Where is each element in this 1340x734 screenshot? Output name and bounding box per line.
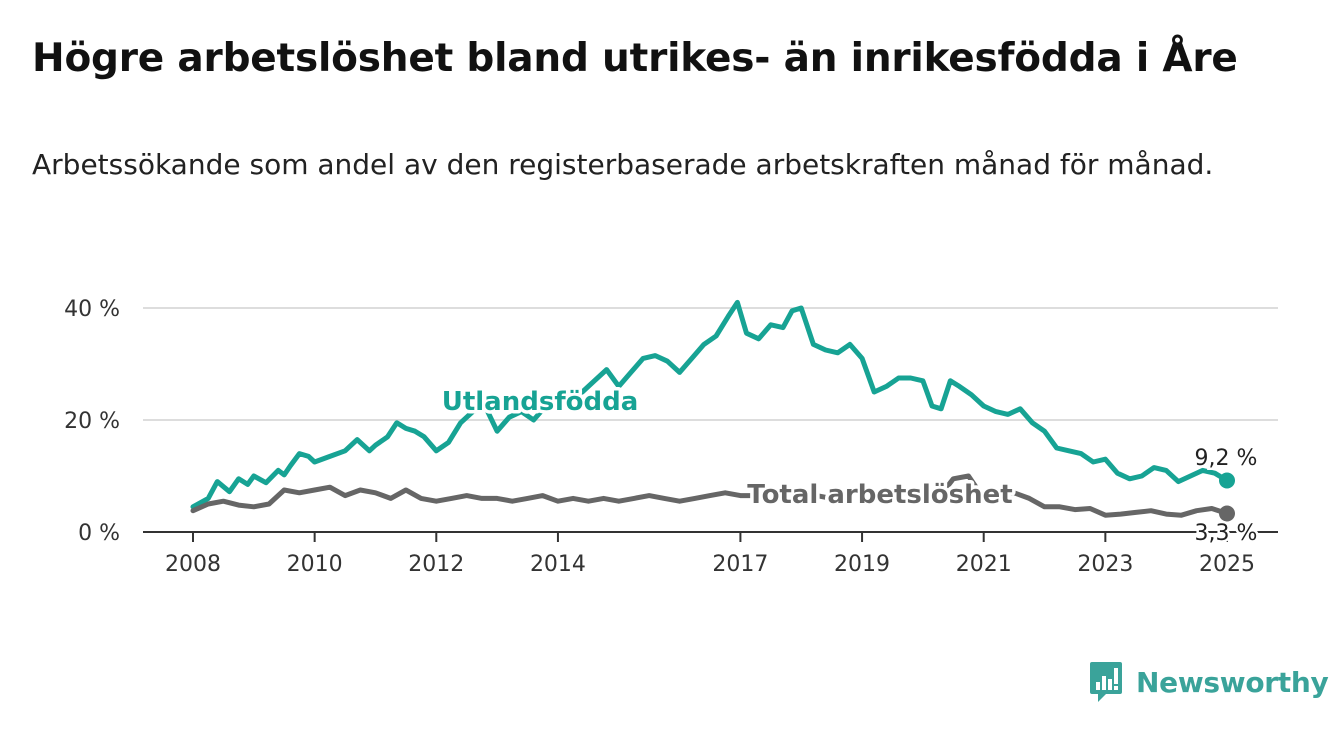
newsworthy-logo: Newsworthy [1088,658,1329,706]
bar-chart-logo-icon [1090,662,1122,702]
series-label-1: Total arbetslöshet [747,480,1012,510]
chart-subtitle: Arbetssökande som andel av den registerb… [32,148,1214,181]
x-tick-label: 2014 [530,552,586,577]
series-end-label-0: 9,2 % [1195,446,1258,471]
chart-title: Högre arbetslöshet bland utrikes- än inr… [32,36,1238,81]
y-tick-label: 0 % [78,521,120,546]
x-tick-label: 2021 [956,552,1012,577]
y-tick-label: 40 % [64,297,120,322]
series-line-1 [190,473,1230,518]
x-tick-label: 2008 [165,552,221,577]
series-end-label-1: 3,3 % [1195,521,1258,546]
x-tick-label: 2017 [712,552,768,577]
brand-name: Newsworthy [1136,665,1329,699]
x-tick-label: 2019 [834,552,890,577]
series-end-point-0 [1219,472,1235,489]
series-line-0 [190,299,1230,510]
y-tick-label: 20 % [64,409,120,434]
x-tick-label: 2023 [1077,552,1133,577]
series-label-0: Utlandsfödda [442,387,639,417]
x-tick-label: 2025 [1199,552,1255,577]
x-tick-label: 2010 [287,552,343,577]
x-tick-label: 2012 [408,552,464,577]
series-end-point-1 [1219,505,1235,522]
